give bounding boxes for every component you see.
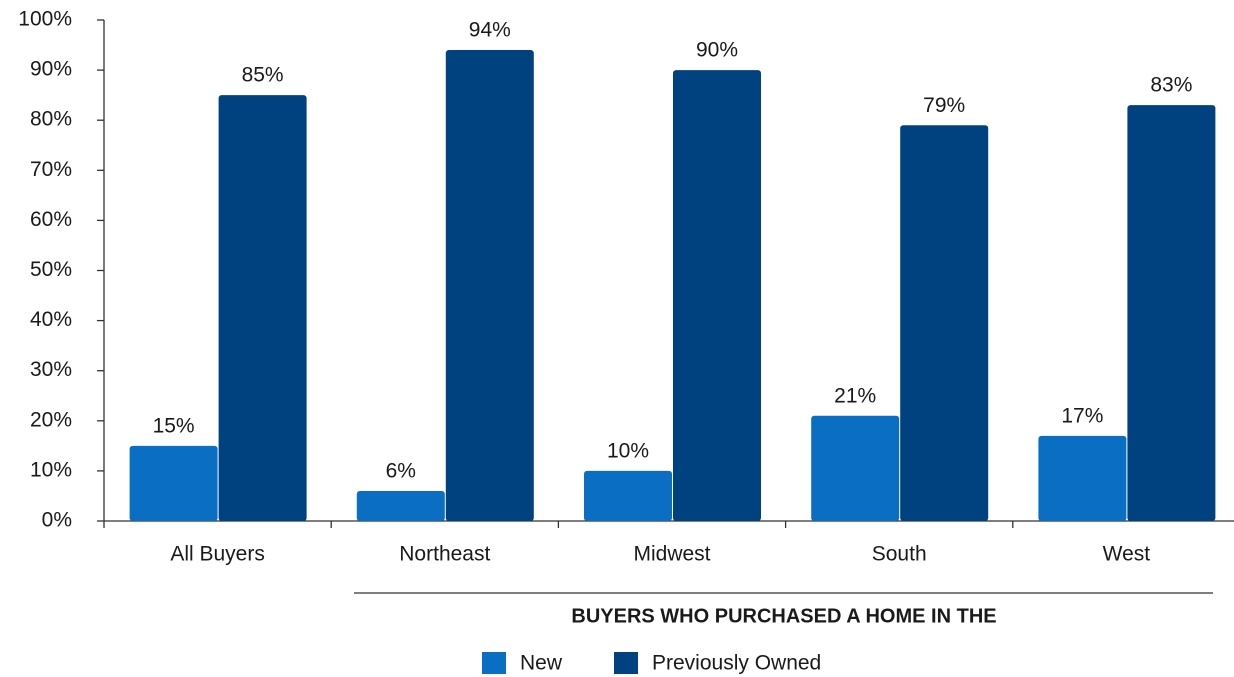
y-tick-label: 90% [30, 58, 72, 81]
value-label: 94% [469, 19, 511, 42]
bar [129, 445, 218, 521]
value-label: 17% [1061, 404, 1103, 427]
bar [673, 70, 761, 521]
value-label: 90% [696, 39, 738, 62]
value-label: 15% [153, 414, 195, 437]
y-tick-label: 40% [30, 308, 72, 331]
y-tick-label: 30% [30, 358, 72, 381]
x-tick-label: All Buyers [170, 543, 265, 566]
x-tick-label: Northeast [399, 543, 490, 566]
legend-label: New [520, 652, 563, 675]
y-tick-label: 100% [18, 8, 72, 31]
bar [356, 490, 445, 521]
bar [445, 50, 534, 522]
x-tick-label: Midwest [633, 543, 710, 566]
y-tick-label: 20% [30, 408, 72, 431]
y-tick-label: 10% [30, 458, 72, 481]
y-tick-label: 70% [30, 158, 72, 181]
bar [584, 470, 672, 521]
value-label: 21% [834, 384, 876, 407]
y-tick-label: 80% [30, 108, 72, 131]
x-tick-label: West [1103, 543, 1151, 566]
bar [1127, 105, 1216, 522]
legend-label: Previously Owned [652, 652, 821, 675]
value-label: 79% [923, 94, 965, 117]
value-label: 6% [386, 459, 416, 482]
x-tick-label: South [872, 543, 927, 566]
value-label: 85% [242, 64, 284, 87]
y-tick-label: 60% [30, 208, 72, 231]
value-label: 10% [607, 439, 649, 462]
bar [218, 95, 307, 522]
value-label: 83% [1150, 74, 1192, 97]
legend-swatch [614, 652, 638, 674]
legend-swatch [482, 652, 506, 674]
group-label: BUYERS WHO PURCHASED A HOME IN THE [571, 605, 996, 627]
y-tick-label: 50% [30, 258, 72, 281]
bar [811, 415, 900, 521]
bar [1038, 435, 1127, 521]
bar [900, 125, 989, 522]
y-tick-label: 0% [42, 509, 72, 532]
